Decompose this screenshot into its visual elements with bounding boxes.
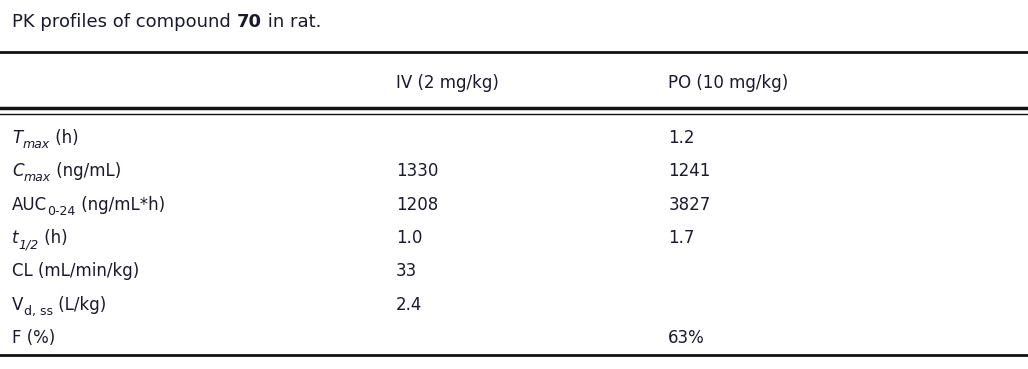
- Text: V: V: [12, 296, 24, 314]
- Text: T: T: [12, 129, 23, 147]
- Text: 1.0: 1.0: [396, 229, 423, 247]
- Text: 1/2: 1/2: [19, 238, 39, 251]
- Text: IV (2 mg/kg): IV (2 mg/kg): [396, 74, 499, 92]
- Text: d, ss: d, ss: [24, 305, 52, 318]
- Text: PO (10 mg/kg): PO (10 mg/kg): [668, 74, 788, 92]
- Text: (L/kg): (L/kg): [52, 296, 106, 314]
- Text: 33: 33: [396, 262, 417, 280]
- Text: in rat.: in rat.: [262, 13, 321, 31]
- Text: 70: 70: [236, 13, 262, 31]
- Text: 1241: 1241: [668, 162, 710, 180]
- Text: 63%: 63%: [668, 329, 705, 347]
- Text: (ng/mL*h): (ng/mL*h): [76, 196, 164, 214]
- Text: 1.7: 1.7: [668, 229, 695, 247]
- Text: F (%): F (%): [12, 329, 56, 347]
- Text: 2.4: 2.4: [396, 296, 423, 314]
- Text: 1.2: 1.2: [668, 129, 695, 147]
- Text: t: t: [12, 229, 19, 247]
- Text: 3827: 3827: [668, 196, 710, 214]
- Text: 1208: 1208: [396, 196, 438, 214]
- Text: C: C: [12, 162, 24, 180]
- Text: (h): (h): [39, 229, 68, 247]
- Text: PK profiles of compound: PK profiles of compound: [12, 13, 236, 31]
- Text: max: max: [24, 172, 51, 184]
- Text: CL (mL/min/kg): CL (mL/min/kg): [12, 262, 140, 280]
- Text: (ng/mL): (ng/mL): [51, 162, 121, 180]
- Text: 0-24: 0-24: [47, 205, 76, 218]
- Text: max: max: [23, 138, 49, 151]
- Text: 1330: 1330: [396, 162, 438, 180]
- Text: (h): (h): [49, 129, 78, 147]
- Text: AUC: AUC: [12, 196, 47, 214]
